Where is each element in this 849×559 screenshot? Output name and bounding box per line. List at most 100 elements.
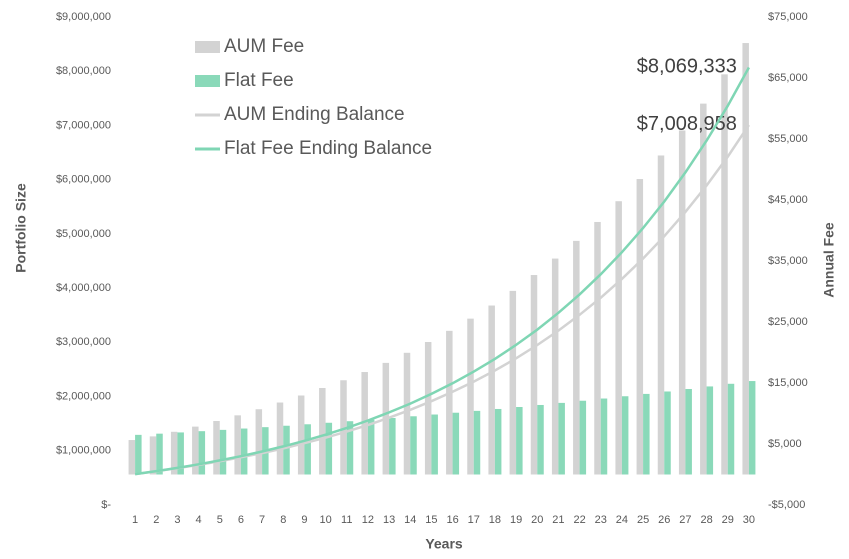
bar <box>240 428 248 475</box>
bar <box>636 179 644 475</box>
bar <box>234 415 241 475</box>
bar <box>424 342 432 475</box>
bar <box>594 221 601 475</box>
bar <box>551 258 559 475</box>
end-label: $8,069,333 <box>637 56 737 78</box>
bar <box>657 155 665 475</box>
bar <box>721 74 728 475</box>
legend-label: Flat Fee Ending Balance <box>224 138 432 159</box>
y-tick-label: $4,000,000 <box>56 282 111 294</box>
bar <box>664 391 671 475</box>
bar <box>452 412 460 475</box>
x-tick-label: 7 <box>259 514 265 526</box>
legend-swatch <box>195 41 220 53</box>
x-tick-label: 9 <box>301 514 307 526</box>
x-tick-label: 6 <box>238 514 244 526</box>
bar <box>135 434 142 475</box>
bar <box>431 414 438 475</box>
x-tick-label: 23 <box>595 514 607 526</box>
bar <box>170 431 178 475</box>
bar <box>530 275 538 475</box>
bar <box>488 305 495 475</box>
y-tick-label: $6,000,000 <box>56 174 111 186</box>
x-tick-label: 17 <box>468 514 480 526</box>
line <box>134 66 750 476</box>
bar <box>283 425 290 475</box>
bar <box>403 352 411 475</box>
bar <box>198 431 206 475</box>
x-tick-label: 26 <box>658 514 670 526</box>
x-tick-label: 21 <box>552 514 564 526</box>
bar <box>494 408 502 475</box>
y-tick-label: $1,000,000 <box>56 445 111 457</box>
bar <box>346 421 354 475</box>
x-tick-label: 14 <box>404 514 416 526</box>
x-tick-label: 2 <box>153 514 159 526</box>
y2-tick-label: $55,000 <box>768 133 808 145</box>
bar <box>509 290 517 475</box>
bar <box>340 380 347 475</box>
y2-tick-label: -$5,000 <box>768 499 805 511</box>
bar <box>685 388 692 475</box>
y2-tick-label: $45,000 <box>768 194 808 206</box>
y-tick-label: $9,000,000 <box>56 11 111 23</box>
x-tick-label: 12 <box>362 514 374 526</box>
bar <box>177 432 184 475</box>
y2-tick-label: $15,000 <box>768 377 808 389</box>
bar <box>446 330 453 475</box>
bar <box>389 417 396 475</box>
bar <box>706 386 714 475</box>
y-tick-label: $7,000,000 <box>56 119 111 131</box>
bar <box>643 393 650 475</box>
bar <box>467 318 474 475</box>
legend-label: Flat Fee <box>224 70 294 91</box>
legend-label: AUM Fee <box>224 36 304 57</box>
x-tick-label: 18 <box>489 514 501 526</box>
legend-swatch <box>195 75 220 87</box>
x-tick-label: 25 <box>637 514 649 526</box>
x-tick-label: 15 <box>425 514 437 526</box>
bar <box>213 421 220 475</box>
x-tick-label: 16 <box>446 514 458 526</box>
x-tick-label: 4 <box>196 514 202 526</box>
bar <box>325 422 333 475</box>
y-tick-label: $2,000,000 <box>56 390 111 402</box>
x-tick-label: 5 <box>217 514 223 526</box>
y2-tick-label: $75,000 <box>768 11 808 23</box>
bar <box>473 410 481 475</box>
y-tick-label: $8,000,000 <box>56 65 111 77</box>
bar <box>727 383 735 475</box>
y2-tick-label: $25,000 <box>768 316 808 328</box>
bar <box>304 424 311 475</box>
bar <box>700 103 707 475</box>
y2-axis-title: Annual Fee <box>821 222 837 298</box>
bar <box>579 400 587 475</box>
bar <box>516 406 523 475</box>
bar <box>128 440 136 475</box>
x-tick-label: 30 <box>743 514 755 526</box>
x-tick-label: 19 <box>510 514 522 526</box>
bar <box>600 398 608 475</box>
y-axis-title: Portfolio Size <box>13 183 29 273</box>
legend-label: AUM Ending Balance <box>224 104 405 125</box>
x-tick-label: 22 <box>573 514 585 526</box>
y-tick-label: $- <box>101 499 111 511</box>
bar <box>410 416 417 475</box>
x-tick-label: 13 <box>383 514 395 526</box>
bar <box>255 409 263 475</box>
x-tick-label: 1 <box>132 514 138 526</box>
bar <box>558 402 565 475</box>
bar <box>573 240 580 475</box>
bar <box>621 396 629 475</box>
bar <box>297 395 305 475</box>
bar <box>361 372 368 475</box>
y2-tick-label: $35,000 <box>768 255 808 267</box>
bar <box>748 381 756 475</box>
line <box>134 124 750 476</box>
y-tick-label: $5,000,000 <box>56 228 111 240</box>
bar <box>742 43 749 475</box>
x-tick-label: 8 <box>280 514 286 526</box>
x-tick-label: 20 <box>531 514 543 526</box>
x-tick-label: 29 <box>722 514 734 526</box>
